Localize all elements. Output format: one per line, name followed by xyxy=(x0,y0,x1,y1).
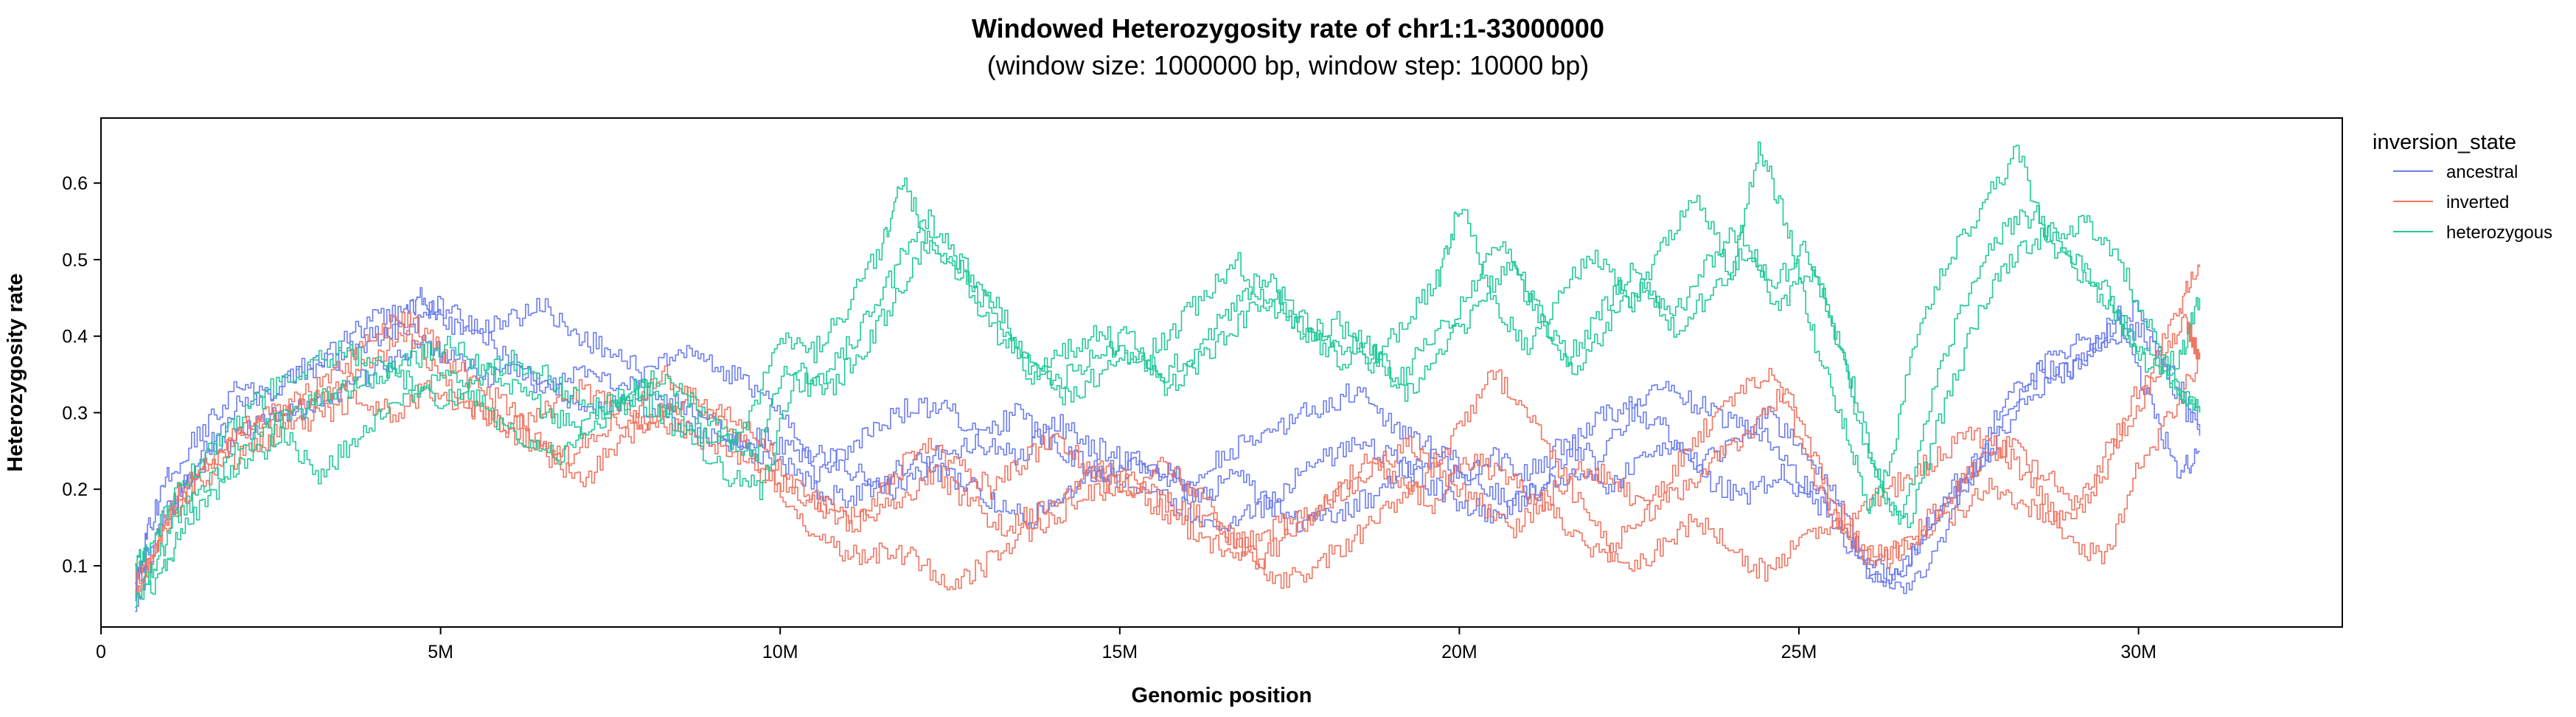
chart-title: Windowed Heterozygosity rate of chr1:1-3… xyxy=(972,13,1604,44)
chart-subtitle: (window size: 1000000 bp, window step: 1… xyxy=(986,50,1590,80)
series-heterozygous-line-2 xyxy=(135,205,2201,608)
series-layer xyxy=(135,142,2201,612)
x-tick-label: 15M xyxy=(1101,642,1138,662)
y-tick-label: 0.4 xyxy=(62,327,88,347)
series-inverted-line-2 xyxy=(135,264,2201,596)
series-heterozygous-line-3 xyxy=(135,227,2201,600)
x-tick-label: 10M xyxy=(762,642,798,662)
series-heterozygous-line-1 xyxy=(135,142,2201,572)
legend-label-inverted: inverted xyxy=(2446,193,2509,212)
x-tick-label: 30M xyxy=(2120,642,2156,662)
y-axis-title: Heterozygosity rate xyxy=(4,273,27,471)
x-tick-label: 0 xyxy=(96,642,106,662)
plot-frame xyxy=(100,117,2343,628)
series-ancestral-line-3 xyxy=(135,305,2201,587)
legend-label-heterozygous: heterozygous xyxy=(2446,223,2552,243)
series-inverted-line-1 xyxy=(135,330,2201,591)
x-tick-label: 25M xyxy=(1781,642,1817,662)
x-axis-title: Genomic position xyxy=(1132,684,1312,707)
x-tick-label: 20M xyxy=(1441,642,1477,662)
x-axis: 0 5M 10M 15M 20M 25M 30M xyxy=(96,627,2156,662)
y-tick-label: 0.3 xyxy=(62,403,88,423)
y-tick-label: 0.1 xyxy=(62,556,88,577)
y-tick-label: 0.2 xyxy=(62,479,88,500)
legend-title: inversion_state xyxy=(2373,131,2516,154)
series-ancestral-line-1 xyxy=(135,287,2201,601)
y-axis: 0.1 0.2 0.3 0.4 0.5 0.6 xyxy=(62,173,101,577)
y-tick-label: 0.5 xyxy=(62,250,88,271)
y-tick-label: 0.6 xyxy=(62,173,88,194)
series-inverted-line-3 xyxy=(135,314,2200,593)
legend: inversion_state ancestral inverted heteroz… xyxy=(2373,131,2552,243)
legend-label-ancestral: ancestral xyxy=(2446,162,2518,182)
x-tick-label: 5M xyxy=(428,642,453,662)
